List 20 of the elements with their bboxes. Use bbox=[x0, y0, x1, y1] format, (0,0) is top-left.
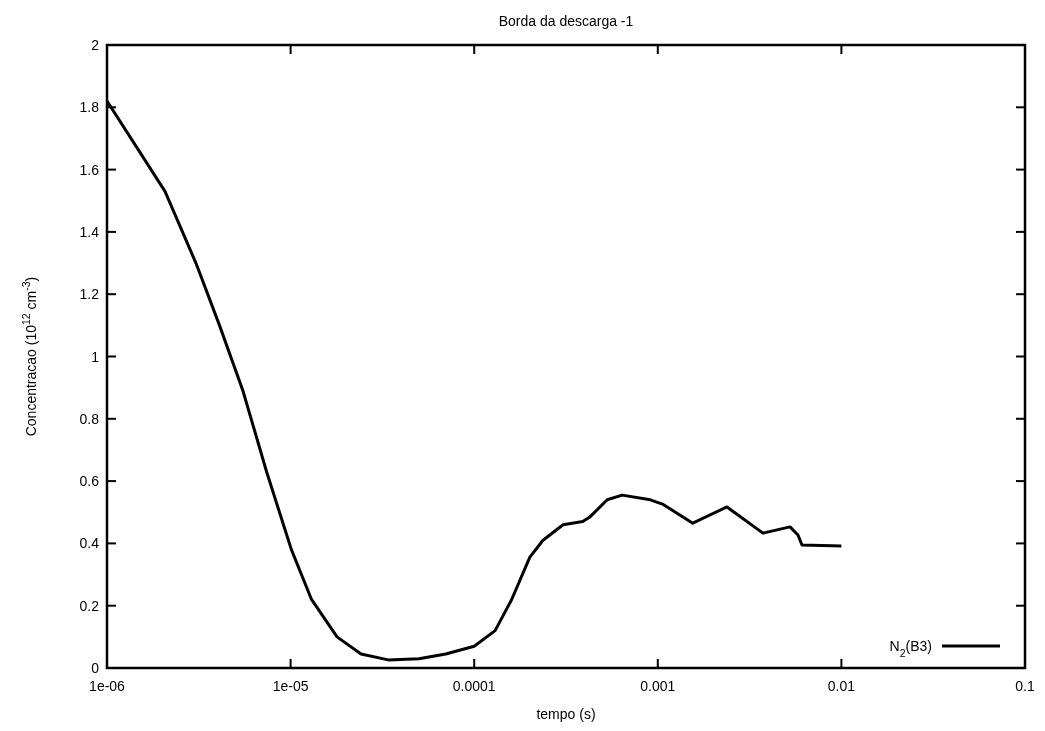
x-tick-label: 0.1 bbox=[1015, 678, 1035, 694]
x-axis-title: tempo (s) bbox=[536, 706, 596, 722]
y-tick-label: 0.8 bbox=[79, 410, 100, 427]
legend-label: N$_{2}$(B3) bbox=[889, 638, 932, 659]
x-tick-label: 0.001 bbox=[640, 678, 676, 694]
y-tick-label: 1.2 bbox=[79, 286, 100, 303]
x-tick-label: 1e-06 bbox=[89, 678, 126, 694]
y-tick-label: 0.4 bbox=[79, 535, 100, 552]
x-tick-label: 0.01 bbox=[827, 678, 856, 694]
x-tick-label: 1e-05 bbox=[272, 678, 309, 694]
y-tick-label: 0 bbox=[91, 660, 100, 676]
y-tick-label: 1.8 bbox=[79, 99, 100, 116]
y-tick-label: 2 bbox=[91, 37, 100, 53]
chart-title: Borda da descarga -1 bbox=[498, 13, 634, 29]
y-tick-label: 0.6 bbox=[79, 473, 100, 490]
y-tick-label: 1.4 bbox=[79, 223, 100, 240]
y-tick-label: 1 bbox=[91, 348, 100, 365]
x-tick-label: 0.0001 bbox=[452, 678, 496, 694]
y-tick-label: 0.2 bbox=[79, 597, 100, 614]
y-tick-label: 1.6 bbox=[79, 161, 100, 178]
